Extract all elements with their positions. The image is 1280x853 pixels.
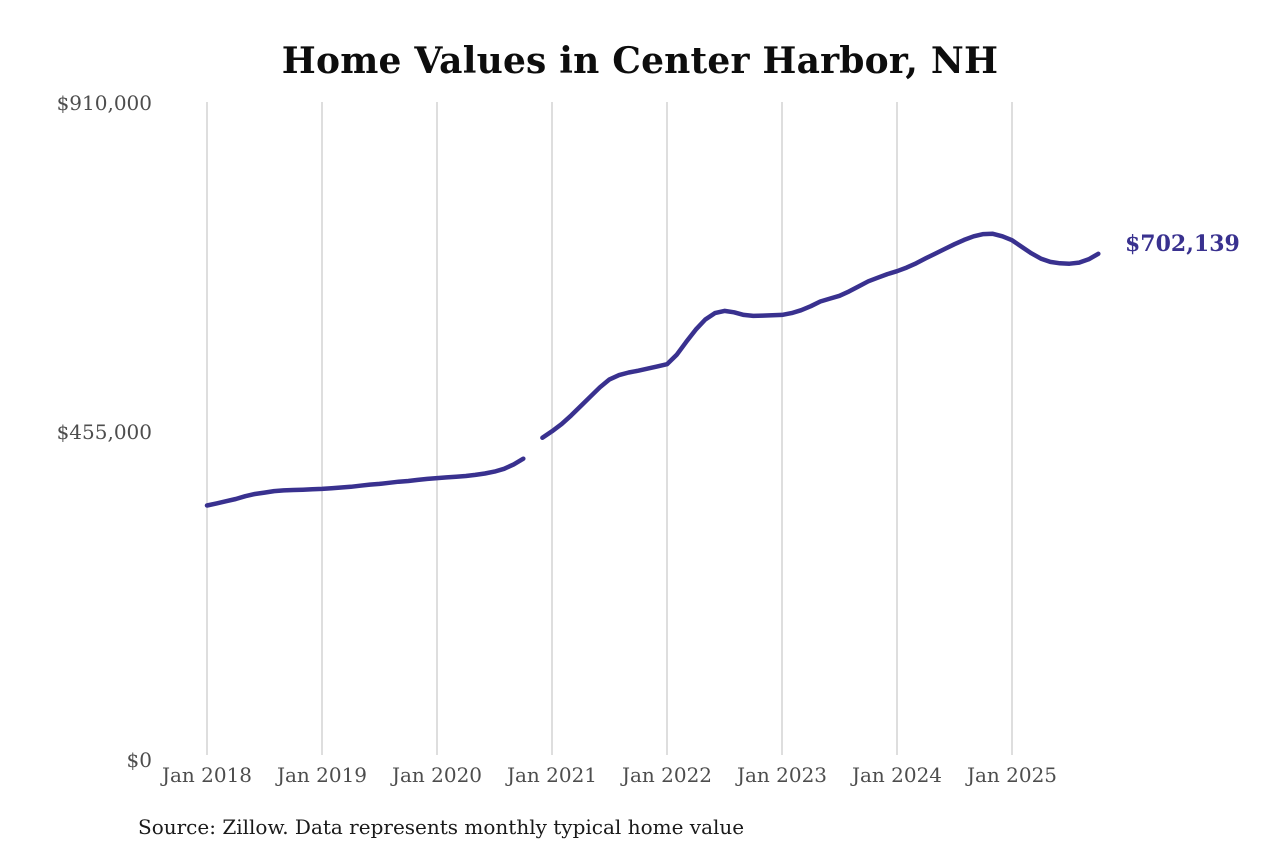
x-axis-tick-jan-2022: Jan 2022 [621, 763, 713, 787]
source-note: Source: Zillow. Data represents monthly … [138, 815, 745, 839]
x-axis-tick-jan-2021: Jan 2021 [506, 763, 598, 787]
y-axis-tick-455000: $455,000 [56, 420, 152, 444]
x-axis-tick-jan-2019: Jan 2019 [276, 763, 368, 787]
x-axis-tick-jan-2023: Jan 2023 [736, 763, 828, 787]
y-axis-tick-0: $0 [126, 748, 152, 772]
chart-title: Home Values in Center Harbor, NH [281, 40, 999, 82]
y-axis-tick-910000: $910,000 [56, 91, 152, 115]
x-axis-tick-jan-2018: Jan 2018 [161, 763, 253, 787]
last-value-label: $702,139 [1125, 231, 1240, 257]
x-axis-tick-jan-2020: Jan 2020 [391, 763, 483, 787]
x-axis-tick-jan-2024: Jan 2024 [851, 763, 943, 787]
x-axis-tick-jan-2025: Jan 2025 [966, 763, 1058, 787]
